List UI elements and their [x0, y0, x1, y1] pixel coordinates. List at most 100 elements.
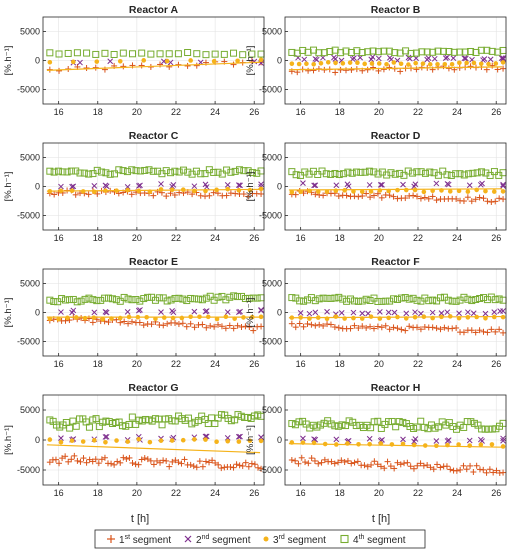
point-cross	[69, 309, 75, 316]
point-square	[367, 424, 375, 432]
point-plus	[178, 460, 185, 467]
point-square	[69, 295, 77, 303]
point-plus	[89, 319, 96, 326]
y-tick-label: 0	[35, 435, 40, 445]
point-square	[491, 296, 499, 304]
point-square	[288, 420, 296, 428]
point-plus	[288, 320, 295, 327]
x-tick-label: 18	[335, 359, 345, 369]
point-plus	[492, 328, 499, 335]
point-square	[119, 167, 127, 175]
point-square	[339, 295, 347, 303]
point-square	[423, 48, 431, 56]
point-cross	[407, 55, 413, 62]
point-square	[245, 294, 253, 302]
point-plus	[111, 461, 118, 468]
point-square	[448, 297, 456, 305]
point-plus	[354, 458, 361, 465]
point-square	[211, 50, 219, 58]
point-square	[375, 48, 382, 56]
point-square	[55, 50, 63, 58]
point-plus	[480, 195, 487, 202]
point-plus	[312, 191, 319, 198]
point-square	[374, 170, 382, 178]
point-square	[436, 294, 444, 302]
x-tick-label: 20	[132, 233, 142, 243]
point-dot	[483, 188, 488, 194]
x-tick-label: 16	[296, 233, 306, 243]
point-dot	[58, 439, 64, 445]
point-plus	[85, 191, 92, 198]
point-plus	[433, 197, 440, 204]
legend-label-3: 3rd segment	[273, 534, 326, 546]
point-plus	[386, 64, 393, 71]
point-square	[331, 294, 339, 302]
point-dot	[465, 189, 471, 194]
point-dot	[188, 58, 193, 63]
point-plus	[98, 456, 105, 463]
point-cross	[379, 181, 385, 188]
point-plus	[443, 463, 450, 470]
point-square	[434, 47, 442, 55]
point-square	[46, 296, 54, 304]
point-plus	[347, 325, 354, 332]
point-plus	[414, 193, 421, 200]
point-plus	[86, 456, 93, 463]
point-plus	[320, 322, 327, 329]
y-tick-label: 0	[277, 308, 282, 318]
point-square	[197, 170, 205, 178]
point-square	[145, 166, 153, 174]
point-cross	[344, 181, 351, 188]
point-plus	[315, 460, 322, 467]
point-square	[326, 48, 334, 56]
point-square	[239, 51, 247, 59]
point-square	[202, 51, 210, 59]
point-square	[447, 171, 455, 179]
point-dot	[158, 438, 164, 443]
point-plus	[125, 320, 132, 327]
point-dot	[386, 315, 391, 321]
point-plus	[483, 469, 490, 476]
point-dot	[56, 316, 61, 322]
point-square	[396, 169, 404, 177]
panel-title: Reactor C	[129, 130, 179, 142]
series-cross	[295, 54, 506, 64]
point-cross	[377, 181, 384, 188]
point-square	[399, 418, 407, 426]
point-plus	[163, 193, 170, 200]
point-plus	[202, 458, 209, 465]
point-plus	[364, 66, 371, 73]
point-cross	[235, 182, 242, 188]
point-plus	[296, 320, 303, 327]
point-plus	[351, 322, 358, 329]
point-square	[315, 295, 323, 303]
point-square	[184, 49, 192, 57]
point-cross	[300, 435, 306, 442]
point-dot	[474, 187, 479, 193]
point-plus	[239, 463, 246, 470]
panel-reactor-g: 16 18 20 22 24 26 -5000 0 5000 Reactor G [%.h⁻¹]	[3, 382, 265, 498]
point-plus	[138, 62, 145, 69]
panel-reactor-a: 16 18 20 22 24 26 -5000 0 5000 Reactor A [%.h⁻¹]	[3, 4, 265, 117]
point-plus	[211, 323, 218, 330]
point-plus	[189, 191, 196, 198]
point-square	[154, 167, 162, 175]
point-dot	[311, 61, 316, 67]
point-square	[391, 49, 399, 57]
point-square	[340, 170, 348, 178]
point-square	[344, 168, 352, 176]
y-tick-label: 5000	[20, 27, 40, 37]
point-dot	[478, 442, 484, 447]
y-tick-label: 5000	[20, 405, 40, 415]
point-plus	[378, 194, 385, 201]
point-plus	[218, 465, 225, 472]
point-square	[435, 423, 443, 431]
point-dot	[258, 438, 264, 444]
point-square	[357, 168, 365, 176]
point-cross	[487, 56, 494, 63]
point-square	[63, 168, 71, 176]
point-dot	[214, 439, 219, 445]
point-plus	[414, 462, 421, 469]
point-plus	[460, 198, 467, 205]
point-square	[128, 296, 136, 304]
